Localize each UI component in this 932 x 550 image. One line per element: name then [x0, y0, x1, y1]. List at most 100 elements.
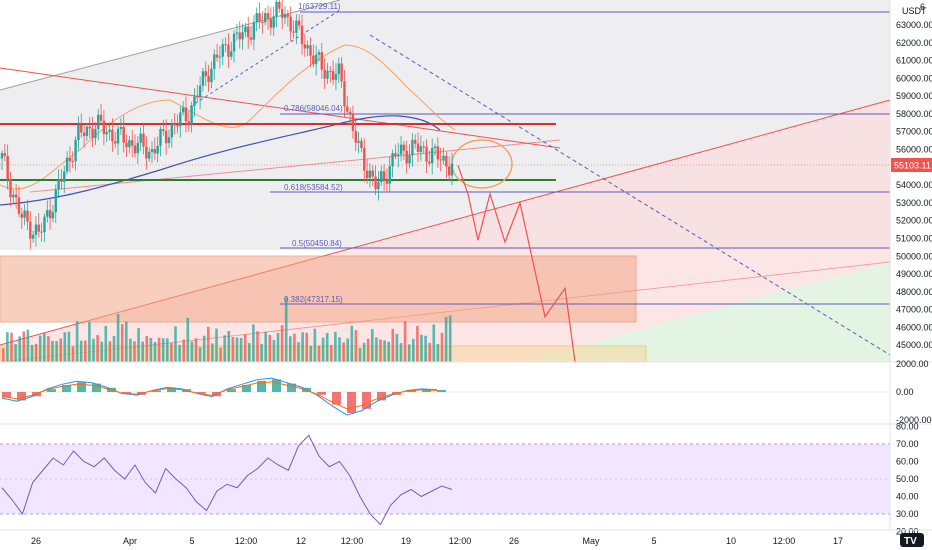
candle-body	[442, 155, 445, 161]
volume-bar	[198, 347, 202, 362]
candle-body	[71, 161, 74, 163]
candle-body	[187, 121, 190, 125]
volume-bar	[100, 341, 103, 362]
volume-bar	[96, 335, 99, 362]
volume-bar	[227, 331, 231, 362]
candle-body	[97, 114, 100, 130]
volume-bar	[108, 341, 112, 362]
volume-bar	[407, 344, 411, 362]
volume-bar	[248, 343, 251, 362]
candle-body	[190, 105, 193, 125]
volume-bar	[202, 335, 206, 362]
volume-bar	[342, 342, 345, 362]
time-tick-label: 12:00	[773, 536, 796, 546]
macd-bar	[347, 392, 356, 413]
candle-body	[133, 145, 137, 154]
candle-body	[57, 179, 60, 190]
time-tick-label: 5	[651, 536, 656, 546]
currency-label: USDT	[902, 6, 927, 16]
dashed-rising-line	[184, 9, 341, 111]
candle-body	[340, 63, 343, 82]
volume-bar	[174, 326, 177, 362]
candle-body	[173, 123, 176, 126]
volume-bar	[133, 341, 136, 362]
candle-body	[94, 129, 97, 139]
wedge-line-lower	[29, 139, 561, 193]
candle-body	[323, 69, 326, 79]
volume-group	[2, 297, 452, 362]
rsi-tick-label: 40.00	[896, 492, 919, 502]
candle-body	[29, 221, 32, 239]
macd-bar	[62, 385, 71, 392]
candle-body	[272, 16, 275, 28]
candle-body	[167, 137, 171, 144]
candle-body	[130, 140, 134, 146]
macd-bar	[77, 382, 86, 392]
price-tick-label: 60000.00	[896, 73, 932, 83]
rsi-panel[interactable]: 80.00 70.00 60.00 50.00 40.00 30.00 20.00	[0, 422, 919, 537]
volume-bar	[301, 332, 304, 362]
candle-body	[235, 32, 239, 34]
volume-bar	[399, 343, 403, 362]
volume-bar	[55, 341, 58, 362]
volume-bar	[30, 344, 34, 362]
candle-body	[145, 146, 148, 159]
macd-bar	[332, 392, 341, 405]
candle-body	[147, 151, 151, 159]
price-axis: 63000.00 62000.00 61000.00 60000.00 59000.00…	[896, 20, 932, 350]
volume-bar	[137, 328, 140, 362]
volume-bar	[256, 331, 259, 362]
candle-body	[377, 181, 380, 190]
candle-body	[397, 154, 400, 157]
volume-bar	[276, 332, 280, 362]
time-tick-label: 12:00	[235, 536, 258, 546]
volume-bar	[432, 324, 436, 362]
macd-panel[interactable]: 2000.00 0.00 -2000.00	[0, 359, 932, 425]
volume-bar	[362, 342, 366, 362]
macd-bar	[47, 389, 56, 392]
volume-bar	[145, 336, 149, 362]
candle-body	[162, 129, 165, 131]
volume-bar	[395, 333, 399, 362]
candle-body	[105, 131, 108, 135]
price-tick-label: 57000.00	[896, 127, 932, 137]
macd-bar	[377, 392, 386, 401]
time-tick-label: 26	[31, 536, 41, 546]
time-tick-label: 10	[726, 536, 736, 546]
macd-tick-label: -2000.00	[896, 415, 932, 425]
candle-body	[0, 153, 4, 159]
tradingview-logo-icon[interactable]: TV	[900, 533, 924, 547]
candle-body	[6, 156, 9, 180]
candle-body	[181, 107, 185, 113]
candle-body	[170, 123, 174, 138]
candle-body	[213, 54, 216, 69]
macd-bar	[242, 385, 251, 392]
volume-bar	[358, 348, 362, 362]
candle-body	[114, 141, 117, 144]
candle-body	[176, 125, 179, 127]
candle-body	[88, 126, 91, 129]
volume-bar	[59, 338, 62, 362]
candle-body	[230, 51, 233, 57]
price-panel[interactable]: 1(63729.11) 0.786(58046.04) 0.618(53584.…	[0, 0, 932, 363]
volume-bar	[239, 338, 243, 362]
time-tick-label: 17	[833, 536, 843, 546]
ma-fast-line	[0, 44, 456, 190]
macd-bar	[257, 380, 266, 392]
candle-body	[292, 31, 295, 33]
signal-line	[1, 381, 438, 410]
candle-body	[198, 85, 202, 98]
candle-body	[326, 70, 329, 79]
candle-body	[156, 145, 159, 154]
candle-body	[269, 18, 273, 28]
macd-bar	[122, 392, 131, 394]
price-tick-label: 45000.00	[896, 340, 932, 350]
macd-bar	[152, 390, 161, 392]
time-tick-label: May	[582, 536, 600, 546]
candle-body	[399, 144, 403, 155]
candle-body	[422, 146, 425, 148]
candle-body	[12, 194, 15, 198]
last-price-badge	[891, 158, 932, 172]
volume-bar	[190, 341, 194, 362]
